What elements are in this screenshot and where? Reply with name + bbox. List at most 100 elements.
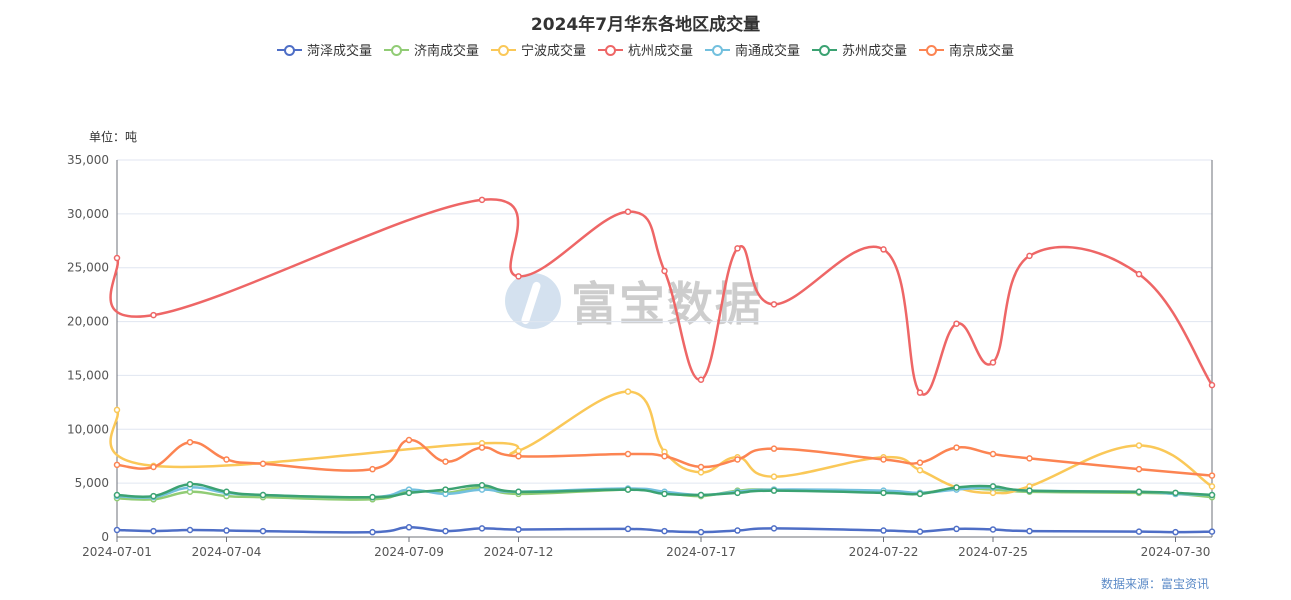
data-point	[515, 447, 522, 455]
data-point	[1026, 252, 1033, 260]
data-point	[953, 484, 960, 491]
legend-line-circle-icon	[383, 43, 409, 57]
data-point	[1135, 488, 1143, 496]
legend-item[interactable]: 南京成交量	[919, 40, 1014, 59]
data-point	[1208, 491, 1216, 499]
data-point	[113, 254, 121, 262]
y-tick-label: 30,000	[67, 207, 109, 221]
y-tick-label: 35,000	[67, 153, 109, 167]
data-point	[1172, 489, 1179, 497]
data-point	[624, 450, 632, 458]
y-tick-label: 25,000	[67, 261, 109, 275]
y-axis-unit-label: 单位：吨	[89, 130, 138, 144]
data-point	[113, 526, 121, 534]
data-point	[989, 359, 997, 366]
data-point	[953, 320, 960, 327]
data-point	[1208, 381, 1216, 389]
x-tick-label: 2024-07-04	[192, 545, 262, 559]
data-point	[223, 488, 230, 496]
data-point	[369, 528, 376, 536]
chart-title: 2024年7月华东各地区成交量	[530, 15, 761, 35]
legend-label: 杭州成交量	[627, 44, 693, 59]
x-tick-label: 2024-07-30	[1141, 545, 1211, 559]
data-point	[1208, 472, 1216, 479]
data-point	[478, 525, 486, 532]
legend-line-circle-icon	[812, 43, 838, 57]
data-point	[150, 527, 157, 535]
data-point	[405, 436, 413, 444]
data-point	[697, 463, 705, 471]
data-point	[661, 527, 668, 535]
data-point	[770, 525, 778, 532]
legend-item[interactable]: 杭州成交量	[597, 40, 693, 59]
data-point	[770, 473, 778, 480]
data-point	[989, 450, 997, 458]
x-tick-label: 2024-07-17	[666, 545, 736, 559]
data-point	[697, 376, 705, 383]
legend-line-circle-icon	[490, 43, 516, 57]
data-point	[916, 466, 924, 474]
data-point	[369, 493, 376, 501]
data-point	[1135, 465, 1143, 473]
y-tick-label: 0	[101, 530, 109, 544]
data-point	[989, 526, 997, 533]
data-point	[1135, 270, 1143, 278]
x-tick-label: 2024-07-22	[849, 545, 919, 559]
data-point	[223, 527, 230, 534]
legend-item[interactable]: 苏州成交量	[812, 40, 907, 59]
data-point	[1135, 528, 1143, 535]
data-point	[515, 488, 522, 496]
legend-item[interactable]: 宁波成交量	[490, 40, 586, 59]
data-point	[259, 460, 267, 468]
data-point	[150, 463, 157, 471]
chart-legend: 菏泽成交量 济南成交量 宁波成交量 杭州成交量 南通成交量 苏州成交量 南京成交量	[0, 40, 1291, 59]
y-tick-label: 20,000	[67, 315, 109, 329]
legend-label: 济南成交量	[413, 44, 479, 59]
data-point	[624, 486, 632, 493]
legend-label: 宁波成交量	[520, 44, 586, 59]
data-point	[916, 389, 924, 396]
data-point	[916, 459, 924, 466]
legend-label: 南京成交量	[949, 44, 1015, 59]
x-tick-label: 2024-07-09	[374, 545, 444, 559]
data-point	[1026, 487, 1033, 494]
data-point	[661, 452, 668, 460]
data-point	[661, 490, 668, 498]
data-point	[186, 480, 194, 488]
data-point	[1026, 527, 1033, 535]
data-point	[916, 490, 924, 498]
data-point	[661, 267, 668, 275]
data-point	[223, 456, 230, 463]
series-line	[109, 390, 1213, 495]
x-tick-label: 2024-07-01	[82, 545, 152, 559]
data-point	[697, 469, 705, 476]
data-point	[1135, 442, 1143, 449]
data-point	[186, 526, 194, 534]
data-point	[734, 489, 741, 497]
data-point	[150, 311, 157, 319]
data-point	[1208, 483, 1216, 490]
data-point	[369, 465, 376, 473]
legend-line-circle-icon	[705, 43, 730, 57]
data-source: 数据来源：富宝资讯	[1100, 577, 1209, 591]
data-point	[478, 444, 486, 451]
data-point	[880, 489, 887, 497]
data-point	[259, 491, 267, 499]
legend-line-circle-icon	[919, 43, 945, 57]
data-point	[880, 246, 887, 253]
legend-item[interactable]: 南通成交量	[705, 40, 800, 59]
data-point	[442, 458, 449, 465]
data-point	[442, 486, 449, 493]
data-point	[734, 527, 741, 534]
data-point	[150, 492, 157, 500]
legend-item[interactable]: 菏泽成交量	[276, 40, 372, 59]
data-point	[1026, 455, 1033, 462]
data-point	[770, 487, 778, 494]
legend-item[interactable]: 济南成交量	[383, 40, 479, 59]
series-line	[116, 438, 1213, 477]
data-point	[1208, 528, 1216, 535]
data-point	[770, 301, 778, 308]
data-point	[113, 461, 121, 469]
x-tick-label: 2024-07-25	[958, 545, 1028, 559]
y-tick-label: 10,000	[67, 422, 109, 436]
